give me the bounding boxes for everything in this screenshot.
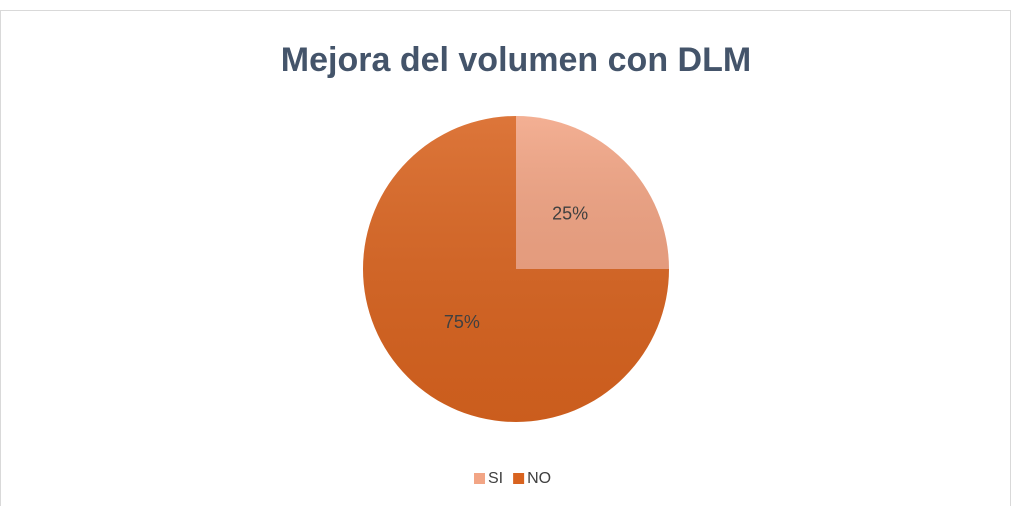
slice-shade (363, 116, 669, 422)
data-label: 25% (552, 204, 588, 224)
chart-title: Mejora del volumen con DLM (281, 41, 751, 79)
legend: SI NO (474, 470, 551, 487)
legend-swatch (474, 473, 485, 484)
legend-label: SI (488, 470, 503, 487)
data-label: 75% (444, 312, 480, 332)
legend-swatch (513, 473, 525, 484)
pie: 25% 75% (363, 116, 669, 422)
legend-label: NO (527, 470, 551, 487)
slice-shade (516, 116, 669, 269)
